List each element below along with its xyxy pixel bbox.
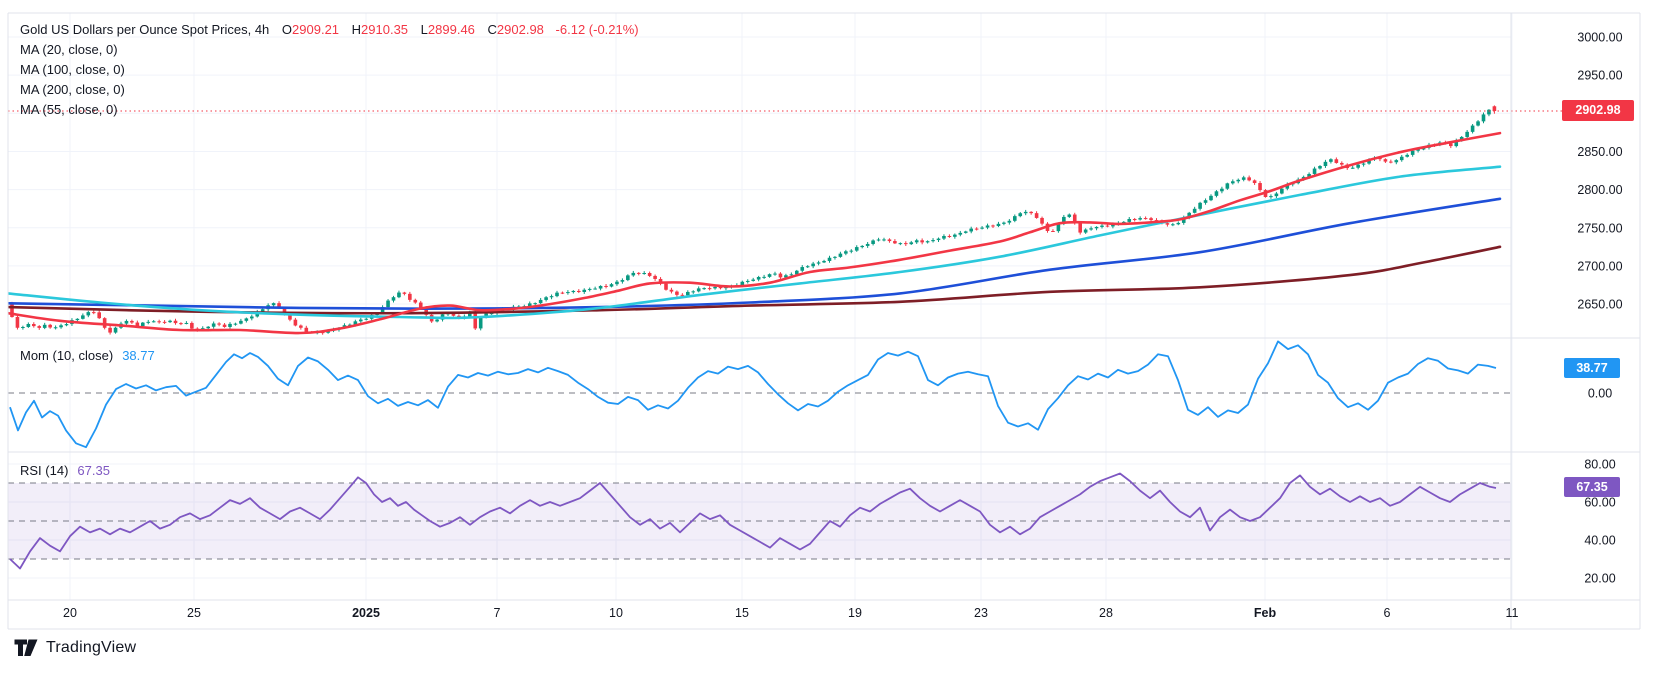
rsi-tick-label: 80.00: [1584, 458, 1615, 472]
candlestick-series: [10, 105, 1497, 335]
rsi-axis[interactable]: 80.00 60.00 40.00 20.00: [1584, 458, 1615, 586]
legend-ma-200[interactable]: MA (200, close, 0): [20, 82, 125, 97]
momentum-legend[interactable]: Mom (10, close) 38.77: [20, 346, 155, 366]
momentum-value: 38.77: [122, 348, 155, 363]
momentum-tick-label: 0.00: [1588, 387, 1612, 401]
chart-legend: Gold US Dollars per Ounce Spot Prices, 4…: [20, 20, 639, 120]
ma-line-ma-100: [8, 197, 1502, 310]
last-price-badge: 2902.98: [1562, 100, 1634, 121]
change-value: -6.12 (-0.21%): [555, 22, 639, 37]
legend-ma-55[interactable]: MA (55, close, 0): [20, 102, 118, 117]
legend-ma-100[interactable]: MA (100, close, 0): [20, 62, 125, 77]
price-tick-label: 2750.00: [1577, 221, 1622, 235]
momentum-value-badge: 38.77: [1564, 358, 1620, 378]
time-tick-label: Feb: [1254, 606, 1277, 620]
symbol-title-row[interactable]: Gold US Dollars per Ounce Spot Prices, 4…: [20, 20, 639, 40]
time-tick-label: 6: [1384, 606, 1391, 620]
time-tick-label: 19: [848, 606, 862, 620]
high-value: 2910.35: [361, 22, 409, 37]
price-tick-label: 2700.00: [1577, 259, 1622, 273]
price-axis[interactable]: 3000.00 2950.00 2850.00 2800.00 2750.00 2700.…: [1577, 31, 1622, 312]
close-value: 2902.98: [496, 22, 544, 37]
ma-line-ma-20: [8, 131, 1502, 335]
momentum-series: [9, 340, 1497, 449]
momentum-label: Mom (10, close): [20, 348, 114, 363]
time-tick-label: 23: [974, 606, 988, 620]
high-label: H: [351, 22, 362, 37]
low-value: 2899.46: [427, 22, 475, 37]
rsi-tick-label: 40.00: [1584, 534, 1615, 548]
rsi-tick-label: 60.00: [1584, 496, 1615, 510]
legend-ma-20[interactable]: MA (20, close, 0): [20, 42, 118, 57]
time-tick-label: 11: [1506, 606, 1519, 620]
price-tick-label: 2800.00: [1577, 183, 1622, 197]
close-label: C: [487, 22, 497, 37]
rsi-label: RSI (14): [20, 463, 69, 478]
time-tick-label: 10: [609, 606, 623, 620]
time-axis[interactable]: 20 25 2025 7 10 15 19 23 28 Feb 6 11: [63, 606, 1518, 620]
time-tick-label: 15: [735, 606, 749, 620]
time-tick-label: 28: [1099, 606, 1113, 620]
rsi-series: [9, 472, 1497, 570]
time-tick-label: 2025: [352, 606, 380, 620]
low-label: L: [420, 22, 428, 37]
price-tick-label: 2850.00: [1577, 145, 1622, 159]
momentum-axis[interactable]: 0.00: [1588, 387, 1612, 401]
rsi-tick-label: 20.00: [1584, 572, 1615, 586]
open-value: 2909.21: [292, 22, 340, 37]
price-tick-label: 2950.00: [1577, 69, 1622, 83]
price-tick-label: 2650.00: [1577, 298, 1622, 312]
time-tick-label: 25: [187, 606, 201, 620]
rsi-value-badge: 67.35: [1564, 477, 1620, 497]
time-tick-label: 20: [63, 606, 77, 620]
tradingview-logo-icon: [14, 639, 38, 656]
tradingview-wordmark: TradingView: [46, 639, 137, 656]
rsi-value: 67.35: [77, 463, 110, 478]
panel-frame: [7, 12, 1641, 630]
price-tick-label: 3000.00: [1577, 31, 1622, 45]
rsi-legend[interactable]: RSI (14) 67.35: [20, 461, 110, 481]
open-label: O: [281, 22, 293, 37]
time-tick-label: 7: [494, 606, 501, 620]
ma-line-ma-55: [8, 165, 1502, 320]
symbol-title: Gold US Dollars per Ounce Spot Prices, 4…: [20, 22, 270, 37]
tradingview-brand[interactable]: TradingView: [14, 638, 136, 658]
moving-averages: [8, 131, 1502, 335]
ma-line-ma-200: [8, 245, 1502, 315]
